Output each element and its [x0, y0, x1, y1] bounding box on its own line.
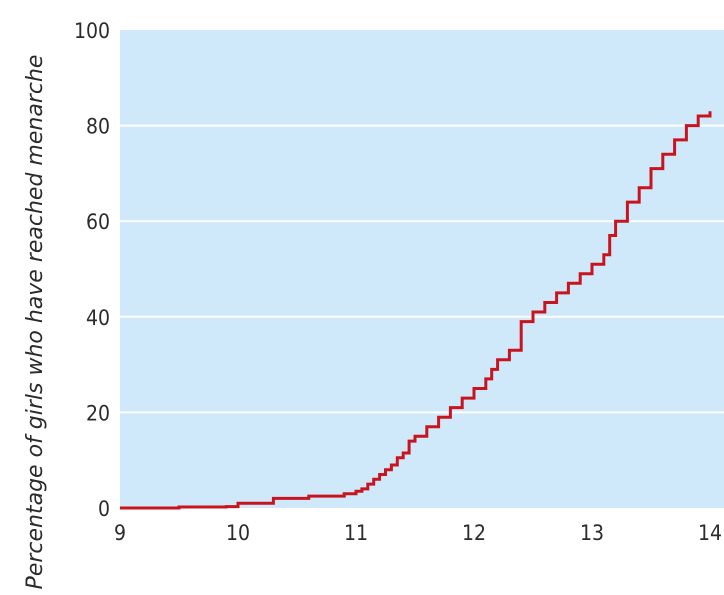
x-tick-label: 11	[344, 521, 368, 545]
y-tick-labels: 0 20 40 60 80 100	[74, 19, 110, 521]
x-tick-label: 10	[226, 521, 250, 545]
x-tick-label: 12	[462, 521, 486, 545]
x-tick-label: 13	[580, 521, 604, 545]
series-layer	[120, 111, 712, 510]
series-line-0	[120, 111, 712, 510]
y-axis-label: Percentage of girls who have reached men…	[23, 55, 48, 590]
x-tick-label: 14	[698, 521, 722, 545]
y-tick-label: 100	[74, 19, 110, 43]
y-tick-label: 0	[98, 497, 110, 521]
y-tick-label: 80	[86, 115, 110, 139]
x-tick-labels: 9 10 11 12 13 14	[114, 521, 722, 545]
y-tick-label: 20	[86, 401, 110, 425]
plot-background	[120, 30, 724, 508]
x-tick-label: 9	[114, 521, 126, 545]
y-tick-label: 60	[86, 210, 110, 234]
y-tick-label: 40	[86, 306, 110, 330]
